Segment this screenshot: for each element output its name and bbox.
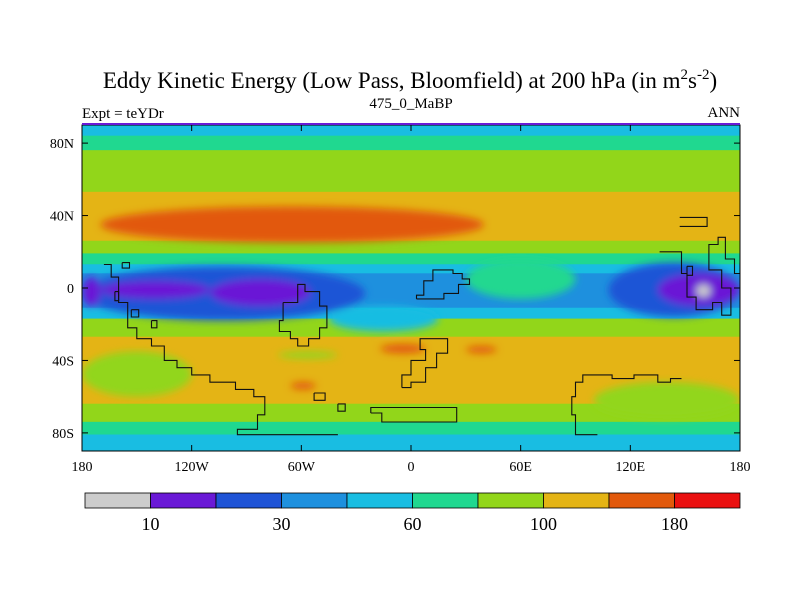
- colorbar-box-9: [674, 492, 741, 509]
- y-axis: 80N 40N 0 40S 80S: [50, 137, 740, 442]
- south-atlantic-light-blue: [328, 306, 439, 332]
- y-tick-label-2: 0: [67, 282, 74, 297]
- outline-atlantic-land-chunk: [415, 269, 471, 300]
- south-green-east: [593, 382, 740, 419]
- colorbar-box-6: [477, 492, 544, 509]
- center-string: 475_0_MaBP: [369, 96, 452, 112]
- chart-title-main: Eddy Kinetic Energy (Low Pass, Bloomfiel…: [103, 68, 681, 93]
- colorbar-box-1: [150, 492, 217, 509]
- x-tick-label-1: 120W: [175, 460, 210, 475]
- x-tick-label-2: 60W: [288, 460, 316, 475]
- outline-north-america-inset: [679, 216, 708, 227]
- outline-central-american-coast: [103, 263, 338, 436]
- outline-south-shelf: [370, 406, 458, 423]
- right-string: ANN: [708, 105, 741, 121]
- mid-ocean-purple: [209, 278, 311, 307]
- zonal-band-13: [82, 434, 740, 451]
- chart-title-sup1: 2: [681, 67, 689, 83]
- zonal-band-2: [82, 150, 740, 196]
- land-outlines: [103, 216, 740, 436]
- outline-south-east-continent: [571, 374, 682, 436]
- colorbar-box-7: [543, 492, 610, 509]
- zonal-band-1: [82, 135, 740, 155]
- outline-small-island-a: [114, 291, 120, 302]
- map-fields: [82, 125, 740, 451]
- east-pacific-purple: [100, 280, 210, 299]
- colorbar-labels: 10 30 60 100 180: [142, 514, 689, 534]
- x-tick-label-6: 180: [730, 460, 751, 475]
- south-green-bump: [277, 351, 338, 359]
- x-tick-label-4: 60E: [509, 460, 532, 475]
- x-tick-label-5: 120E: [616, 460, 646, 475]
- outline-small-island-c: [150, 320, 158, 329]
- outline-small-island-f: [686, 265, 694, 276]
- north-atlantic-jet: [100, 206, 485, 243]
- chart-title-mid: s: [688, 68, 697, 93]
- y-tick-label-3: 40S: [52, 354, 74, 369]
- colorbar-label-1: 30: [273, 514, 291, 534]
- colorbar-box-3: [281, 492, 348, 509]
- colorbar-label-0: 10: [142, 514, 160, 534]
- pacific-grey-minimum: [696, 284, 711, 298]
- colorbar: [84, 492, 741, 509]
- south-red-patch-b: [465, 345, 497, 354]
- colorbar-box-2: [215, 492, 282, 509]
- south-red-patch-c: [290, 382, 316, 390]
- outline-small-island-e: [337, 403, 346, 412]
- y-tick-label-1: 40N: [50, 210, 74, 225]
- colorbar-label-4: 180: [661, 514, 688, 534]
- x-tick-label-3: 0: [408, 460, 415, 475]
- x-tick-label-0: 180: [72, 460, 93, 475]
- left-string: Expt = teYDr: [82, 106, 164, 122]
- outline-eastern-coast-hump: [278, 283, 328, 347]
- colorbar-box-8: [608, 492, 675, 509]
- colorbar-label-2: 60: [404, 514, 422, 534]
- colorbar-box-0: [84, 492, 151, 509]
- chart-title-sup2: -2: [697, 67, 710, 83]
- outline-small-island-d: [313, 392, 326, 401]
- chart-title: Eddy Kinetic Energy (Low Pass, Bloomfiel…: [103, 67, 717, 93]
- colorbar-label-3: 100: [530, 514, 557, 534]
- outline-tropical-east-landmass: [659, 236, 740, 316]
- outline-small-island-b: [130, 309, 140, 318]
- south-green-west: [82, 351, 192, 397]
- dateline-purple: [82, 277, 101, 307]
- anomaly-patches: [82, 206, 740, 419]
- y-tick-label-0: 80N: [50, 137, 74, 152]
- zonal-band-4: [82, 240, 740, 258]
- outline-small-island-g: [121, 262, 131, 269]
- atlantic-green-tongue: [465, 259, 576, 299]
- chart-title-close: ): [709, 68, 717, 93]
- outline-southern-plateau: [401, 338, 449, 389]
- south-red-patch-a: [379, 344, 426, 354]
- y-tick-label-4: 80S: [52, 427, 74, 442]
- colorbar-box-4: [346, 492, 413, 509]
- x-axis: 180 120W 60W 0 60E 120E 180: [72, 125, 751, 475]
- colorbar-box-5: [412, 492, 479, 509]
